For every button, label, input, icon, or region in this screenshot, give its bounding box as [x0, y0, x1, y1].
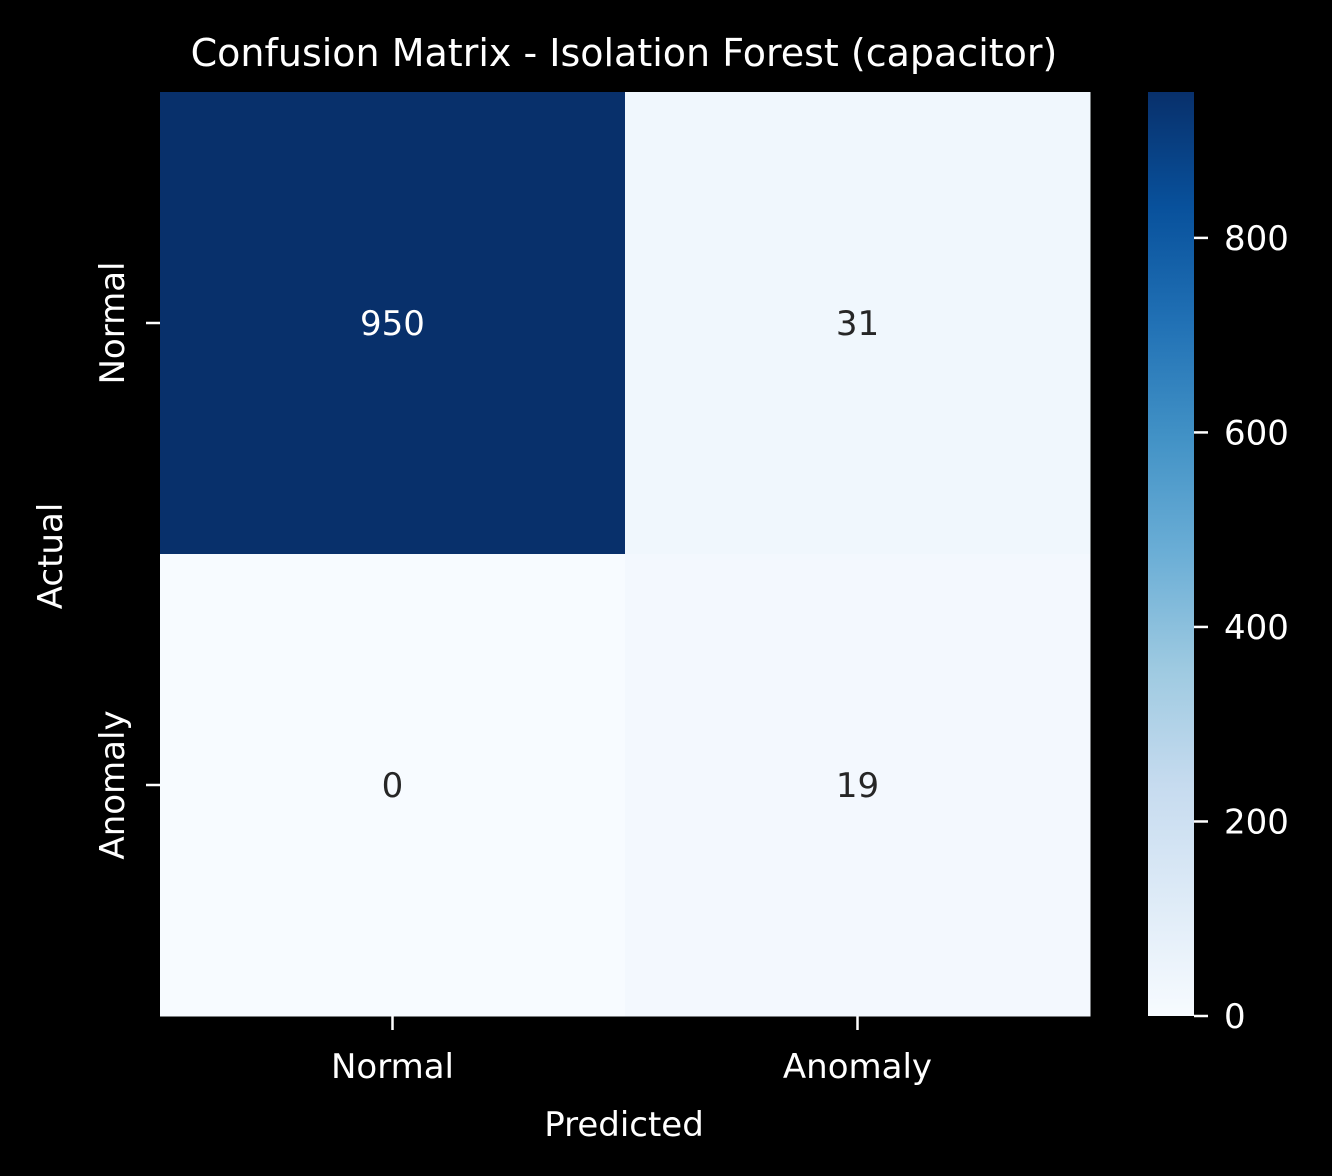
- colorbar-tick-label: 400: [1224, 608, 1289, 648]
- colorbar: [1148, 92, 1194, 1016]
- heatmap-cell: [160, 92, 626, 555]
- heatmap-cells: [160, 92, 1091, 1017]
- colorbar-tick-label: 800: [1224, 219, 1289, 259]
- y-axis-label: Actual: [31, 503, 71, 610]
- heatmap-cell-labels: 950 31 0 19: [360, 304, 879, 806]
- x-tick-label: Normal: [331, 1047, 454, 1087]
- heatmap-cell: [160, 554, 626, 1017]
- x-tick-label: Anomaly: [783, 1047, 932, 1087]
- y-tick-label: Normal: [93, 261, 133, 384]
- heatmap-cell-value: 19: [836, 766, 879, 806]
- chart-title: Confusion Matrix - Isolation Forest (cap…: [191, 31, 1058, 75]
- heatmap-cell-value: 950: [360, 304, 425, 344]
- y-axis: Normal Anomaly: [93, 261, 160, 860]
- heatmap-cell: [625, 92, 1091, 555]
- heatmap-cell-value: 0: [382, 766, 404, 806]
- heatmap-cell: [625, 554, 1091, 1017]
- y-tick-label: Anomaly: [93, 710, 133, 859]
- colorbar-tick-label: 600: [1224, 413, 1289, 453]
- heatmap-cell-value: 31: [836, 304, 879, 344]
- x-axis-label: Predicted: [544, 1105, 704, 1145]
- x-axis: Normal Anomaly: [331, 1016, 932, 1087]
- colorbar-ticks: 0 200 400 600 800: [1194, 219, 1289, 1037]
- colorbar-tick-label: 0: [1224, 997, 1246, 1037]
- colorbar-tick-label: 200: [1224, 802, 1289, 842]
